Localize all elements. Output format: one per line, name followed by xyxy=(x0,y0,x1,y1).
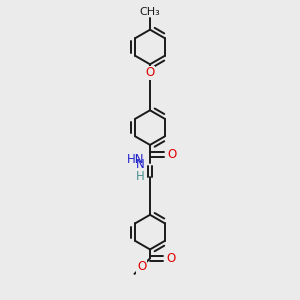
Text: O: O xyxy=(137,260,146,273)
Text: O: O xyxy=(146,66,154,79)
Text: N: N xyxy=(136,158,145,171)
Text: O: O xyxy=(167,148,177,161)
Text: O: O xyxy=(167,252,176,265)
Text: CH₃: CH₃ xyxy=(140,7,160,17)
Text: H: H xyxy=(136,170,145,183)
Text: HN: HN xyxy=(127,153,145,166)
